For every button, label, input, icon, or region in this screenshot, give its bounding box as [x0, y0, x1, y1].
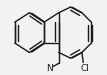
Text: Cl: Cl [80, 64, 89, 73]
Text: N: N [46, 64, 53, 73]
